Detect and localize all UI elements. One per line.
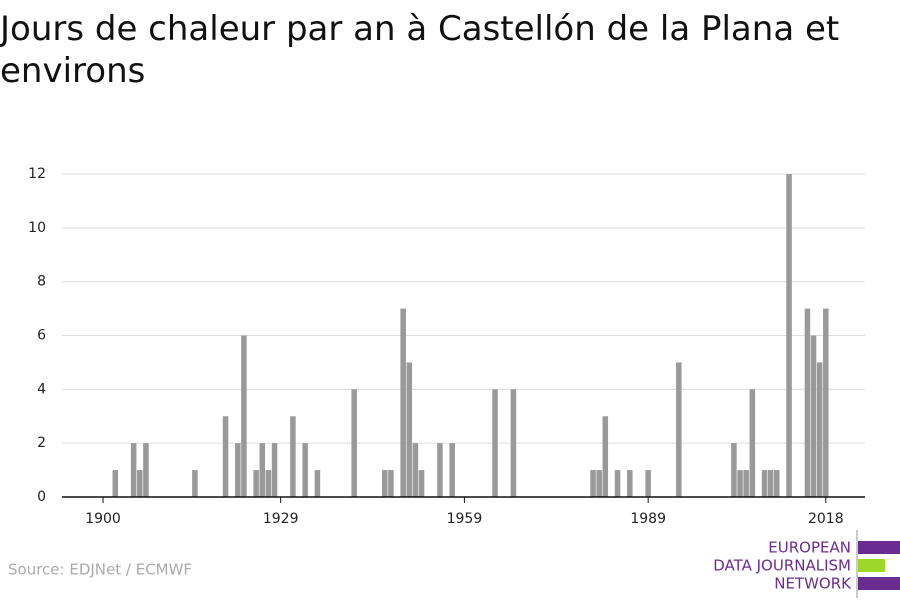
bar: [804, 308, 811, 497]
y-tick-label: 8: [37, 274, 46, 290]
bar: [596, 470, 602, 497]
y-tick-label: 4: [37, 381, 46, 397]
bar: [302, 443, 308, 497]
bar: [676, 362, 682, 497]
bar: [290, 416, 296, 497]
bar: [437, 443, 443, 497]
bar: [388, 470, 394, 497]
x-tick-label: 1900: [85, 511, 121, 527]
bar: [743, 470, 749, 497]
bar: [259, 443, 266, 497]
bar: [130, 443, 137, 497]
source: Source: EDJNet / ECMWF: [8, 561, 192, 579]
bar: [314, 470, 321, 497]
bar: [235, 443, 241, 497]
bar: [774, 470, 780, 497]
bar: [492, 389, 498, 497]
bar: [400, 308, 406, 497]
bar: [602, 416, 609, 497]
chart-title: Jours de chaleur par an à Castellón de l…: [0, 9, 840, 91]
bar: [351, 389, 357, 497]
bar: [137, 470, 143, 497]
logo-text: DATA JOURNALISM: [713, 557, 851, 575]
bar: [449, 443, 455, 497]
x-tick-label: 1959: [447, 511, 483, 527]
bar: [786, 174, 792, 497]
bar: [823, 308, 829, 497]
bar: [816, 362, 823, 497]
bar: [192, 470, 198, 497]
bar: [810, 335, 817, 497]
logo-bar: [858, 559, 885, 572]
bar: [737, 470, 743, 497]
bar: [627, 470, 633, 497]
y-tick-label: 10: [28, 220, 46, 236]
bar: [265, 470, 272, 497]
y-tick-label: 6: [37, 328, 46, 344]
bar: [241, 335, 247, 497]
logo-text: NETWORK: [774, 575, 852, 593]
bar: [510, 389, 517, 497]
x-tick-label: 1929: [263, 511, 299, 527]
logo-bar: [858, 541, 900, 554]
bar: [731, 443, 737, 497]
y-tick-label: 0: [37, 489, 46, 505]
bar: [614, 470, 621, 497]
bar: [271, 443, 278, 497]
y-tick-label: 2: [37, 435, 46, 451]
x-tick-label: 1989: [630, 511, 666, 527]
logo-bar: [858, 577, 900, 590]
y-tick-label: 12: [28, 166, 46, 182]
bar: [645, 470, 651, 497]
bar: [590, 470, 596, 497]
logo-text: EUROPEAN: [768, 539, 851, 557]
bar: [767, 470, 774, 497]
bar: [406, 362, 413, 497]
bar: [412, 443, 419, 497]
bar: [418, 470, 425, 497]
bar: [382, 470, 388, 497]
bar: [222, 416, 229, 497]
bar: [143, 443, 149, 497]
bar: [112, 470, 119, 497]
bar: [761, 470, 768, 497]
bar: [749, 389, 756, 497]
bar: [253, 470, 259, 497]
x-tick-label: 2018: [808, 511, 844, 527]
